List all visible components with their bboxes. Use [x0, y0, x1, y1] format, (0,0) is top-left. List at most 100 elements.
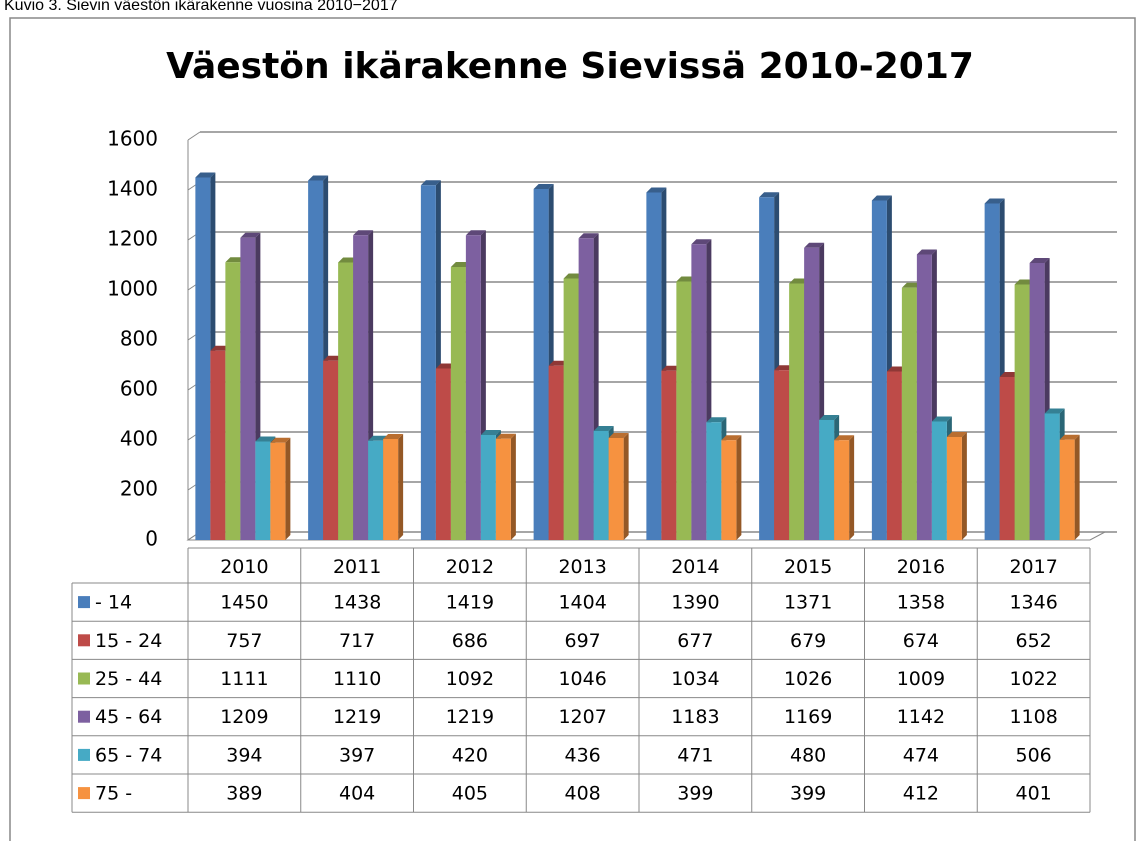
legend-label: - 14 — [95, 592, 132, 614]
x-tick-label: 2014 — [671, 556, 719, 578]
bar-top — [646, 187, 667, 193]
table-cell: 401 — [1015, 783, 1051, 805]
bar-top — [834, 435, 855, 441]
table-cell: 1390 — [671, 592, 719, 614]
legend-label: 75 - — [95, 783, 132, 805]
bar — [608, 438, 624, 540]
bar-side — [1074, 434, 1080, 540]
bar-top — [1044, 408, 1065, 414]
table-cell: 1092 — [446, 668, 494, 690]
bar — [353, 235, 369, 540]
table-cell: 405 — [452, 783, 488, 805]
x-tick-label: 2010 — [220, 556, 268, 578]
table-cell: 717 — [339, 630, 375, 652]
bar — [255, 441, 271, 540]
table-cell: 1438 — [333, 592, 381, 614]
x-tick-label: 2016 — [897, 556, 945, 578]
table-cell: 1450 — [220, 592, 268, 614]
table-cell: 474 — [903, 744, 939, 766]
legend-key — [78, 634, 90, 647]
table-cell: 1358 — [897, 592, 945, 614]
bar-side — [398, 434, 404, 540]
table-cell: 408 — [564, 783, 600, 805]
y-tick-label: 200 — [120, 477, 158, 501]
bar-top — [608, 433, 629, 438]
x-tick-label: 2013 — [558, 556, 606, 578]
table-cell: 1169 — [784, 706, 832, 728]
bar — [465, 235, 481, 540]
table-cell: 677 — [677, 630, 713, 652]
bar — [1014, 284, 1030, 540]
bar-top — [383, 434, 404, 439]
bar-top — [255, 436, 276, 442]
bar — [450, 267, 466, 540]
y-tick-label: 1200 — [107, 227, 158, 251]
legend-key — [78, 710, 90, 723]
bar — [819, 420, 835, 540]
table-cell: 399 — [790, 783, 826, 805]
table-cell: 1346 — [1009, 592, 1057, 614]
x-tick-label: 2017 — [1009, 556, 1057, 578]
table-cell: 1022 — [1009, 668, 1057, 690]
bar — [946, 437, 962, 540]
table-cell: 697 — [564, 630, 600, 652]
legend-label: 25 - 44 — [95, 668, 162, 690]
bar — [338, 262, 354, 540]
table-cell: 1034 — [671, 668, 719, 690]
bar-top — [240, 232, 261, 238]
table-cell: 1110 — [333, 668, 381, 690]
table-cell: 399 — [677, 783, 713, 805]
bar — [368, 440, 384, 540]
bar — [495, 438, 511, 540]
bar — [691, 244, 707, 540]
y-tick-label: 1400 — [107, 177, 158, 201]
table-cell: 674 — [903, 630, 939, 652]
bar-top — [804, 242, 825, 248]
bar — [225, 262, 241, 540]
table-cell: 394 — [226, 744, 262, 766]
bar-top — [480, 430, 501, 435]
legend-key — [78, 672, 90, 685]
table-cell: 1219 — [446, 706, 494, 728]
bar — [931, 421, 947, 540]
y-tick-label: 1000 — [107, 277, 158, 301]
bar-top — [533, 184, 554, 189]
table-cell: 389 — [226, 783, 262, 805]
table-cell: 757 — [226, 630, 262, 652]
bar — [533, 189, 549, 540]
bar — [578, 238, 594, 540]
bar — [804, 247, 820, 540]
bar — [834, 440, 850, 540]
legend-key — [78, 787, 90, 800]
bar-top — [706, 417, 727, 423]
bar-side — [510, 433, 516, 540]
bar — [1044, 413, 1060, 540]
bar — [1059, 439, 1075, 540]
bar-top — [195, 172, 216, 178]
bar-top — [593, 426, 614, 431]
bar-top — [1029, 258, 1050, 263]
table-cell: 1026 — [784, 668, 832, 690]
x-tick-label: 2015 — [784, 556, 832, 578]
bar — [563, 278, 579, 540]
legend-label: 15 - 24 — [95, 630, 162, 652]
legend-label: 45 - 64 — [95, 706, 162, 728]
table-cell: 412 — [903, 783, 939, 805]
bar — [435, 368, 451, 540]
bar — [270, 442, 286, 540]
bar-top — [759, 192, 780, 198]
bar — [984, 203, 1000, 540]
bar-top — [984, 198, 1005, 204]
table-cell: 1209 — [220, 706, 268, 728]
table-cell: 1404 — [558, 592, 606, 614]
table-cell: 1183 — [671, 706, 719, 728]
table-cell: 1046 — [558, 668, 606, 690]
bar-top — [819, 415, 840, 420]
bar — [323, 360, 339, 540]
x-tick-label: 2012 — [446, 556, 494, 578]
bar-top — [308, 175, 329, 181]
bar — [706, 422, 722, 540]
bar — [195, 177, 211, 540]
